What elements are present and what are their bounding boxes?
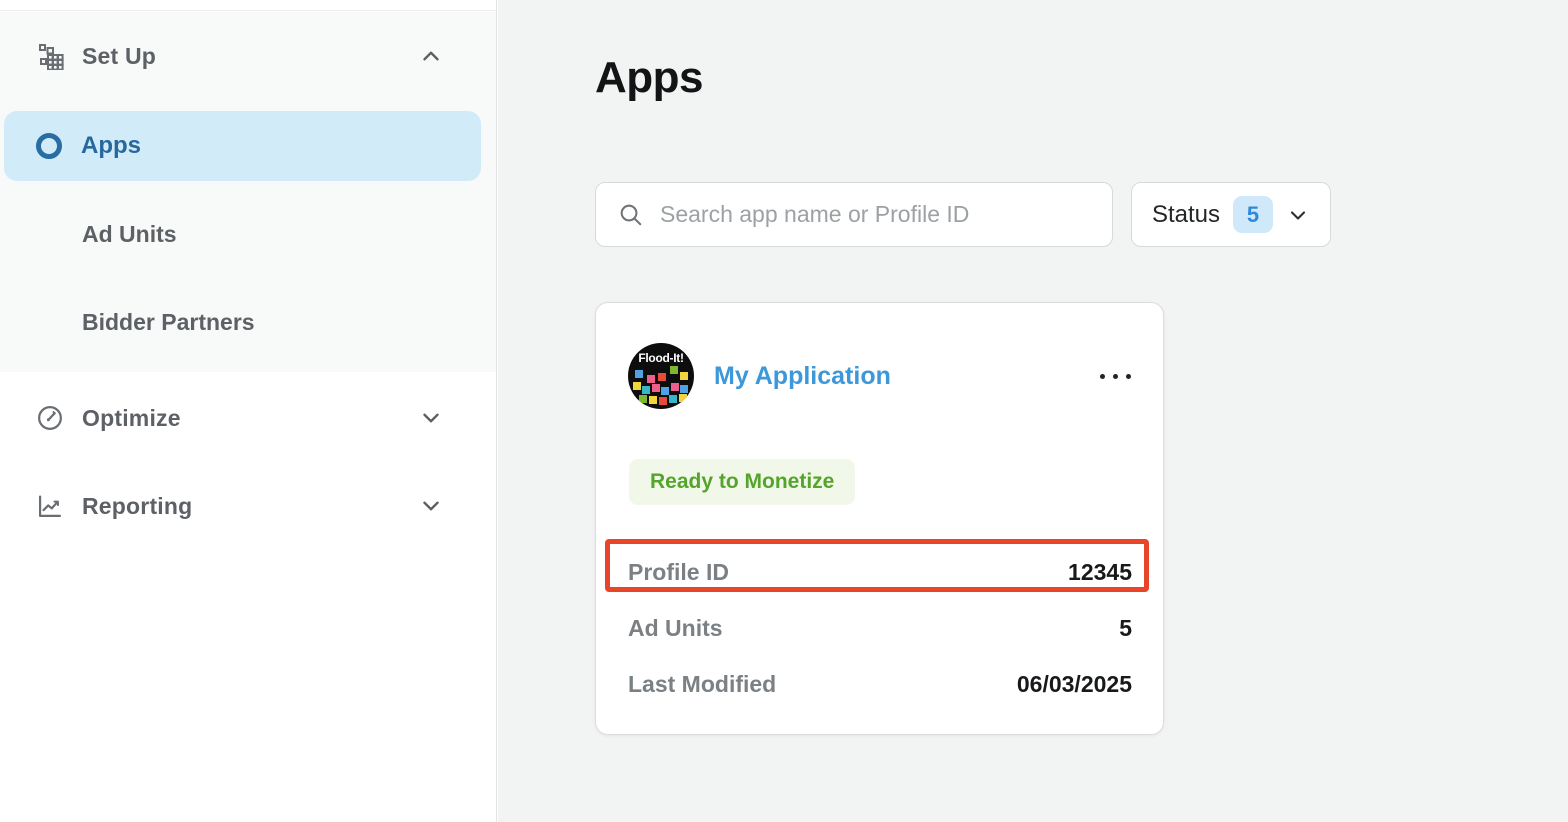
sidebar-item-set-up[interactable]: Set Up [0,32,497,80]
search-box [595,182,1113,247]
search-input[interactable] [660,201,1094,228]
sidebar-item-apps[interactable]: Apps [4,111,481,181]
chevron-up-icon[interactable] [418,43,444,69]
app-card-header: Flood-It! My Application [628,343,1133,409]
row-label: Last Modified [628,670,777,697]
sidebar-item-label: Optimize [82,404,181,431]
setup-group-background [0,12,496,372]
row-value: 06/03/2025 [1016,670,1132,697]
blocks-icon [36,42,64,70]
row-value: 12345 [1068,558,1132,585]
ad-units-row: Ad Units 5 [628,600,1132,656]
line-chart-icon [36,492,64,520]
sidebar-item-label: Ad Units [82,220,177,247]
app-avatar-label: Flood-It! [638,351,684,365]
sidebar-item-optimize[interactable]: Optimize [0,394,497,442]
row-label: Ad Units [628,614,723,641]
app-detail-rows: Profile ID 12345 Ad Units 5 Last Modifie… [628,544,1132,712]
app-name-link[interactable]: My Application [714,361,891,390]
sidebar-item-label: Bidder Partners [82,308,255,335]
gauge-icon [36,404,64,432]
chevron-down-icon[interactable] [418,405,444,431]
status-count-badge: 5 [1233,196,1274,233]
sidebar-item-ad-units[interactable]: Ad Units [0,210,497,258]
last-modified-row: Last Modified 06/03/2025 [628,656,1132,712]
status-filter-dropdown[interactable]: Status 5 [1131,182,1331,247]
status-badge: Ready to Monetize [629,459,856,505]
app-card: Flood-It! My Application R [595,302,1164,735]
sidebar-item-label: Apps [81,132,141,159]
sidebar-top-divider [0,0,496,11]
sidebar-item-bidder-partners[interactable]: Bidder Partners [0,298,497,346]
sidebar-item-reporting[interactable]: Reporting [0,482,497,530]
profile-id-row: Profile ID 12345 [628,544,1132,600]
main-content: Apps Status 5 Flood-It! [498,0,1568,822]
sidebar-item-label: Set Up [82,42,157,69]
search-icon [618,202,644,228]
chevron-down-icon[interactable] [418,493,444,519]
sidebar: Set Up Apps Ad Units Bidder Partners Opt… [0,0,497,822]
chevron-down-icon [1286,203,1310,227]
row-value: 5 [1119,614,1132,641]
sidebar-item-label: Reporting [82,492,193,519]
app-avatar: Flood-It! [628,343,694,409]
page-title: Apps [595,53,704,102]
status-filter-label: Status [1151,200,1221,228]
row-label: Profile ID [628,558,729,585]
ring-icon [36,133,62,159]
ellipsis-icon[interactable] [1098,368,1133,385]
